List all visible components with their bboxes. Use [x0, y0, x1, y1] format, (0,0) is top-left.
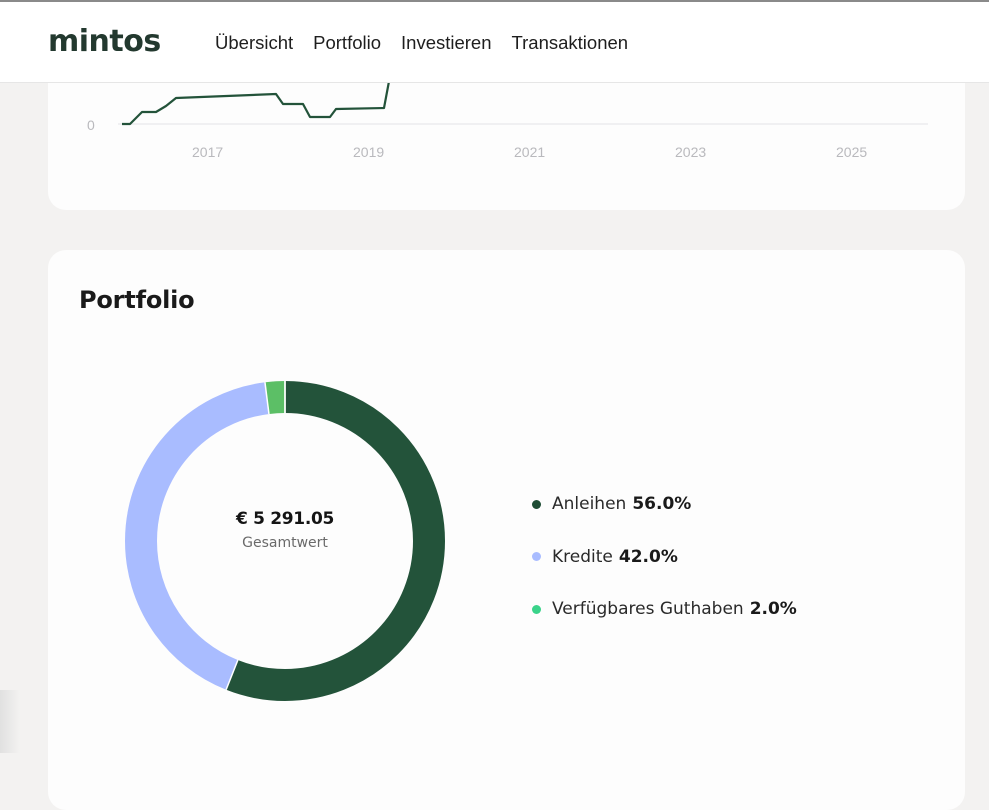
portfolio-card: Portfolio € 5 291.05 Gesamtwert Anleihen: [48, 250, 965, 810]
nav-uebersicht[interactable]: Übersicht: [215, 32, 294, 53]
nav-transaktionen[interactable]: Transaktionen: [511, 32, 629, 53]
edge-shadow: [0, 690, 20, 753]
legend-dot-icon: [532, 552, 541, 562]
legend-label: Kredite: [552, 546, 613, 567]
separator: [225, 659, 239, 691]
x-tick-2025: 2025: [836, 144, 868, 160]
value-line-chart[interactable]: [48, 40, 965, 210]
legend-item-anleihen[interactable]: Anleihen 56.0%: [532, 478, 797, 531]
x-tick-2019: 2019: [353, 144, 385, 160]
donut-hole: [157, 413, 413, 669]
portfolio-donut-chart[interactable]: € 5 291.05 Gesamtwert: [125, 381, 445, 701]
nav-investieren[interactable]: Investieren: [401, 32, 492, 53]
top-navigation-bar: mintos Übersicht Portfolio Investieren T…: [0, 2, 989, 83]
x-tick-2023: 2023: [675, 144, 707, 160]
legend-item-kredite[interactable]: Kredite 42.0%: [532, 531, 797, 584]
value-line: [122, 59, 394, 126]
legend-dot-icon: [532, 604, 541, 614]
x-tick-2021: 2021: [514, 144, 546, 160]
legend-label: Anleihen: [552, 494, 627, 515]
main-nav: Übersicht Portfolio Investieren Transakt…: [215, 32, 648, 54]
donut-center: € 5 291.05 Gesamtwert: [125, 381, 445, 701]
portfolio-title: Portfolio: [79, 286, 195, 314]
mintos-logo[interactable]: mintos: [48, 24, 161, 59]
legend-item-guthaben[interactable]: Verfügbares Guthaben 2.0%: [532, 583, 797, 636]
nav-portfolio[interactable]: Portfolio: [313, 32, 382, 53]
legend-pct: 2.0%: [749, 599, 797, 620]
total-caption: Gesamtwert: [242, 535, 328, 551]
total-value: € 5 291.05: [235, 509, 335, 529]
legend-pct: 56.0%: [632, 494, 692, 515]
portfolio-legend: Anleihen 56.0% Kredite 42.0% Verfügbares…: [532, 478, 797, 636]
y-tick-0: 0: [87, 117, 95, 133]
x-tick-2017: 2017: [192, 144, 224, 160]
donut-svg: [125, 381, 445, 701]
window-top-border: [0, 0, 989, 2]
legend-dot-icon: [532, 499, 541, 509]
legend-pct: 42.0%: [618, 546, 678, 567]
legend-label: Verfügbares Guthaben: [552, 599, 744, 620]
separator: [264, 382, 270, 415]
donut-segment-kredite[interactable]: [125, 381, 445, 701]
